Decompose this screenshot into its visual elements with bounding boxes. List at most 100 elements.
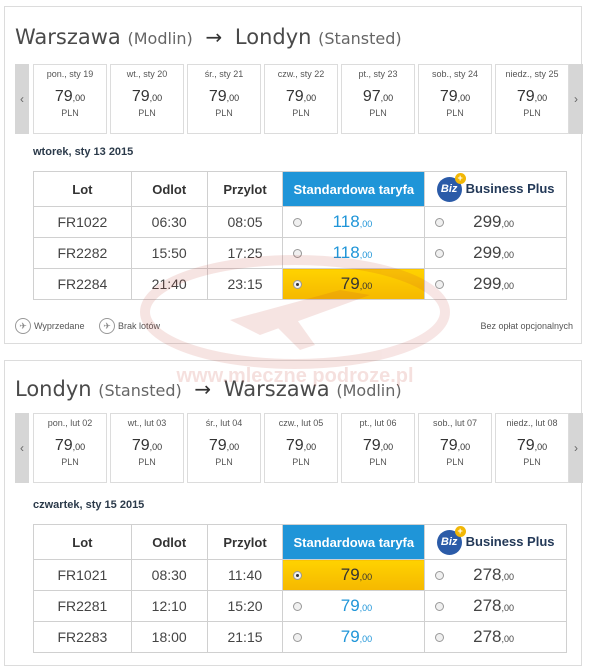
col-odlot: Odlot — [130, 171, 208, 207]
date-cell[interactable]: niedz., lut 08 79,00 PLN — [495, 413, 569, 483]
date-cell[interactable]: pt., sty 23 97,00 PLN — [341, 64, 415, 134]
date-cell[interactable]: pt., lut 06 79,00 PLN — [341, 413, 415, 483]
departure-time: 21:40 — [130, 268, 208, 300]
route-to: Londyn — [234, 25, 312, 49]
arrival-time: 21:15 — [206, 621, 284, 653]
date-cell[interactable]: pon., lut 02 79,00 PLN — [33, 413, 107, 483]
outbound-date-carousel: ‹ pon., sty 19 79,00 PLN wt., sty 20 79,00 P… — [15, 64, 583, 134]
sold-out-icon: ✈ — [15, 318, 31, 334]
date-cell[interactable]: czw., lut 05 79,00 PLN — [264, 413, 338, 483]
business-fare-option[interactable]: 299,00 — [424, 268, 567, 300]
route-from-airport: (Stansted) — [98, 381, 182, 400]
fare-radio[interactable] — [293, 280, 303, 289]
selected-date: wtorek, sty 13 2015 — [33, 146, 134, 158]
arrival-time: 11:40 — [206, 559, 284, 591]
standard-fare-option[interactable]: 118,00 — [282, 206, 426, 238]
departure-time: 12:10 — [130, 590, 208, 622]
route-to-airport: (Stansted) — [318, 29, 402, 48]
fare-radio[interactable] — [435, 633, 445, 642]
business-fare-option[interactable]: 299,00 — [424, 237, 567, 269]
fare-radio[interactable] — [435, 249, 445, 258]
fare-radio[interactable] — [293, 218, 303, 227]
route-from: Londyn — [15, 377, 92, 401]
date-cell[interactable]: wt., sty 20 79,00 PLN — [110, 64, 184, 134]
fare-radio[interactable] — [435, 280, 445, 289]
date-cell[interactable]: śr., lut 04 79,00 PLN — [187, 413, 261, 483]
flights-table: Lot Odlot Przylot Standardowa taryfa Biz… — [33, 171, 567, 300]
table-row[interactable]: FR1022 06:30 08:05 118,00 299,00 — [33, 206, 567, 238]
table-row[interactable]: FR2281 12:10 15:20 79,00 278,00 — [33, 590, 567, 622]
biz-logo-icon: Biz + — [436, 172, 466, 202]
table-row[interactable]: FR1021 08:30 11:40 79,00 278,00 — [33, 559, 567, 591]
arrival-time: 17:25 — [206, 237, 284, 269]
departure-time: 18:00 — [130, 621, 208, 653]
next-dates-button[interactable]: › — [569, 413, 583, 483]
prev-dates-button[interactable]: ‹ — [15, 64, 29, 134]
outbound-section: Warszawa (Modlin) → Londyn (Stansted) ‹ … — [4, 6, 583, 344]
flight-number: FR2284 — [33, 268, 132, 300]
date-cell[interactable]: sob., lut 07 79,00 PLN — [418, 413, 492, 483]
flight-number: FR1022 — [33, 206, 132, 238]
fare-radio[interactable] — [293, 602, 303, 611]
standard-fare-option-selected[interactable]: 79,00 — [282, 268, 426, 300]
col-odlot: Odlot — [130, 524, 208, 560]
date-cell[interactable]: niedz., sty 25 79,00 PLN — [495, 64, 569, 134]
fare-radio[interactable] — [293, 571, 303, 580]
inbound-section: Londyn (Stansted) → Warszawa (Modlin) ‹ … — [4, 360, 583, 666]
arrival-time: 08:05 — [206, 206, 284, 238]
route-arrow: → — [194, 377, 212, 401]
standard-fare-option[interactable]: 118,00 — [282, 237, 426, 269]
standard-fare-option[interactable]: 79,00 — [282, 590, 426, 622]
standard-fare-option[interactable]: 79,00 — [282, 621, 426, 653]
col-przylot: Przylot — [206, 524, 284, 560]
inbound-route-title: Londyn (Stansted) → Warszawa (Modlin) — [15, 377, 402, 401]
business-fare-option[interactable]: 278,00 — [424, 621, 567, 653]
table-row[interactable]: FR2284 21:40 23:15 79,00 299,00 — [33, 268, 567, 300]
date-cell[interactable]: pon., sty 19 79,00 PLN — [33, 64, 107, 134]
col-business: Biz + Business Plus — [424, 171, 567, 207]
route-from-airport: (Modlin) — [127, 29, 193, 48]
arrival-time: 15:20 — [206, 590, 284, 622]
flight-number: FR2282 — [33, 237, 132, 269]
col-lot: Lot — [33, 171, 132, 207]
col-standard: Standardowa taryfa — [282, 171, 426, 207]
fare-radio[interactable] — [435, 602, 445, 611]
departure-time: 08:30 — [130, 559, 208, 591]
no-flights-icon: ✈ — [98, 318, 115, 334]
fare-radio[interactable] — [435, 571, 445, 580]
biz-logo-icon: Biz + — [436, 525, 466, 555]
col-standard: Standardowa taryfa — [282, 524, 426, 560]
departure-time: 15:50 — [130, 237, 208, 269]
route-arrow: → — [205, 25, 223, 49]
flight-number: FR1021 — [33, 559, 132, 591]
business-fare-option[interactable]: 278,00 — [424, 559, 567, 591]
col-lot: Lot — [33, 524, 132, 560]
inbound-date-carousel: ‹ pon., lut 02 79,00 PLN wt., lut 03 79,00 P… — [15, 413, 583, 483]
arrival-time: 23:15 — [206, 268, 284, 300]
fare-radio[interactable] — [293, 633, 303, 642]
prev-dates-button[interactable]: ‹ — [15, 413, 29, 483]
legend: ✈ Wyprzedane ✈ Brak lotów — [15, 318, 172, 334]
date-cell[interactable]: śr., sty 21 79,00 PLN — [187, 64, 261, 134]
flight-number: FR2283 — [33, 621, 132, 653]
table-row[interactable]: FR2282 15:50 17:25 118,00 299,00 — [33, 237, 567, 269]
route-to-airport: (Modlin) — [336, 381, 402, 400]
standard-fare-option-selected[interactable]: 79,00 — [282, 559, 426, 591]
table-row[interactable]: FR2283 18:00 21:15 79,00 278,00 — [33, 621, 567, 653]
flights-table: Lot Odlot Przylot Standardowa taryfa Biz… — [33, 524, 567, 653]
col-przylot: Przylot — [206, 171, 284, 207]
date-cell[interactable]: wt., lut 03 79,00 PLN — [110, 413, 184, 483]
col-business: Biz + Business Plus — [424, 524, 567, 560]
date-cell[interactable]: sob., sty 24 79,00 PLN — [418, 64, 492, 134]
fare-radio[interactable] — [293, 249, 303, 258]
fare-radio[interactable] — [435, 218, 445, 227]
route-from: Warszawa — [15, 25, 121, 49]
outbound-route-title: Warszawa (Modlin) → Londyn (Stansted) — [15, 25, 402, 49]
business-fare-option[interactable]: 278,00 — [424, 590, 567, 622]
flight-number: FR2281 — [33, 590, 132, 622]
date-cell[interactable]: czw., sty 22 79,00 PLN — [264, 64, 338, 134]
next-dates-button[interactable]: › — [569, 64, 583, 134]
selected-date: czwartek, sty 15 2015 — [33, 499, 145, 511]
business-fare-option[interactable]: 299,00 — [424, 206, 567, 238]
no-optional-fees-note: Bez opłat opcjonalnych — [480, 321, 573, 331]
